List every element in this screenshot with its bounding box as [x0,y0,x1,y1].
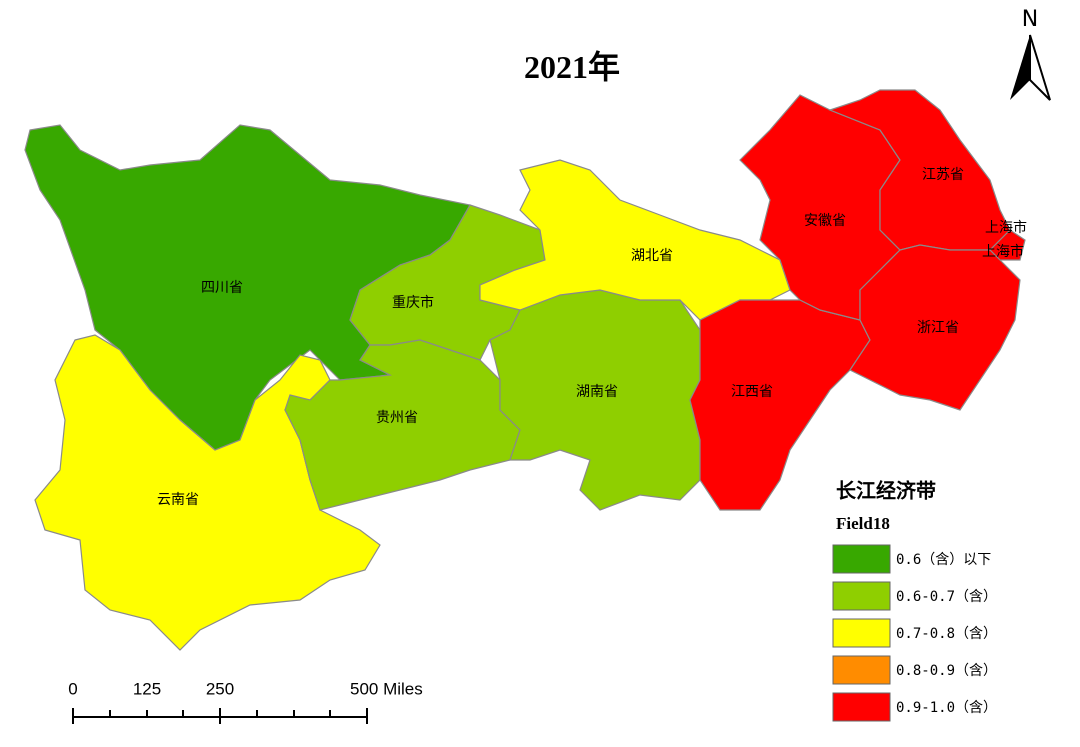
legend-label: 0.8-0.9（含） [896,663,997,679]
region [849,244,1021,411]
region [284,339,521,511]
legend-swatch [832,581,891,611]
regions [24,89,1026,651]
region-label: 上海市 [985,219,1027,236]
region [34,334,381,651]
north-arrow [1010,35,1030,100]
region-label: 上海市 [982,243,1024,260]
legend-label: 0.9-1.0（含） [896,700,997,716]
region [489,289,701,511]
scale-bar [72,708,368,724]
region [479,159,791,321]
north-arrow [1029,34,1051,101]
region-label: 湖北省 [631,248,673,264]
scale-label: 250 [206,679,234,698]
legend-label: 0.6-0.7（含） [896,589,997,605]
region [689,299,871,511]
legend-label: 0.7-0.8（含） [896,626,997,642]
region-label: 江苏省 [922,167,964,183]
region-label: 湖南省 [576,384,618,400]
scale-label: 0 [68,679,77,698]
scale-label: 500 Miles [350,679,423,698]
legend-label: 0.6（含）以下 [896,552,991,568]
region-label: 贵州省 [376,410,418,426]
scale-labels: 0 125 250 500 Miles [68,679,423,698]
legend-swatch [832,655,891,685]
region-label: 浙江省 [917,320,959,336]
region-label: 江西省 [731,384,773,400]
legend-swatch [832,618,891,648]
region-label: 安徽省 [804,213,846,229]
region-label: 云南省 [157,492,199,508]
scale-label: 125 [133,679,161,698]
legend-field: Field18 [836,514,890,533]
region-labels: 四川省 云南省 重庆市 贵州省 湖南省 湖北省 江西省 安徽省 江苏省 上海市 … [157,167,1027,508]
legend-swatch [832,544,891,574]
legend-swatch [832,692,891,722]
region-label: 四川省 [201,280,243,296]
legend-title: 长江经济带 [836,479,936,503]
north-label: N [1022,7,1038,32]
legend: 长江经济带 Field18 0.6（含）以下 0.6-0.7（含） 0.7-0.… [832,479,997,722]
region-label: 重庆市 [392,294,434,311]
map-title: 2021年 [524,49,620,85]
